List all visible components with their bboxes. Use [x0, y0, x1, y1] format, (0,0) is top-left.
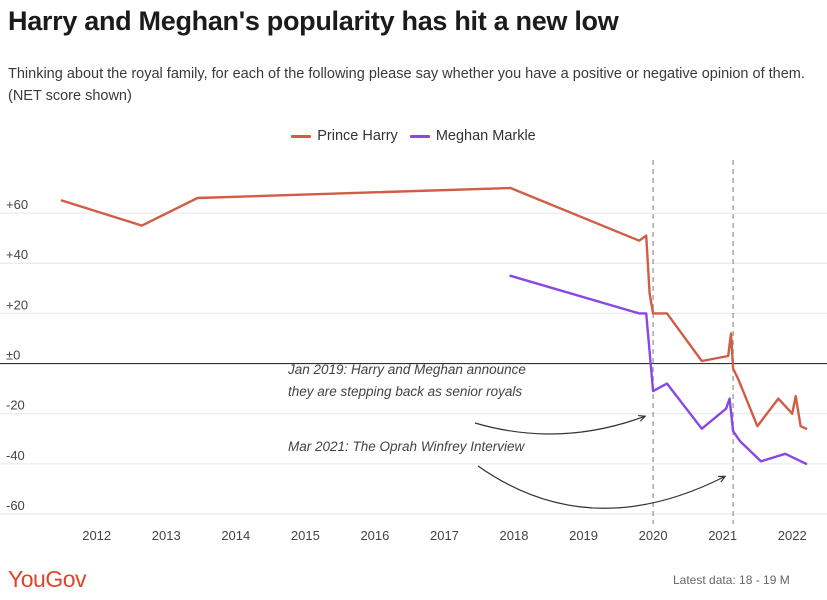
legend-swatch-harry: [291, 134, 312, 138]
legend-item-harry: Prince Harry: [291, 128, 398, 144]
annotation-arrow: [477, 465, 726, 509]
annotation-text: Jan 2019: Harry and Meghan announce: [287, 362, 526, 377]
legend-item-meghan: Meghan Markle: [409, 128, 536, 144]
x-tick-label: 2013: [152, 528, 181, 543]
y-tick-label: +60: [6, 197, 28, 212]
annotation-arrow: [474, 415, 646, 435]
annotation-arrowhead: [638, 414, 647, 422]
x-tick-label: 2019: [569, 528, 598, 543]
x-tick-label: 2021: [708, 528, 737, 543]
x-tick-label: 2022: [778, 528, 807, 543]
annotation-text: Mar 2021: The Oprah Winfrey Interview: [288, 439, 525, 454]
legend-swatch-meghan: [409, 134, 430, 138]
chart-subtitle: Thinking about the royal family, for eac…: [8, 66, 805, 104]
y-tick-label: +20: [6, 297, 28, 312]
series-line-prince-harry: [60, 186, 808, 430]
y-tick-label: -40: [6, 448, 25, 463]
y-tick-label: ±0: [6, 348, 20, 363]
annotation-text: they are stepping back as senior royals: [288, 384, 522, 399]
chart-title: Harry and Meghan's popularity has hit a …: [8, 6, 619, 36]
x-tick-label: 2020: [639, 528, 668, 543]
y-tick-label: -60: [6, 498, 25, 513]
legend-label-meghan: Meghan Markle: [435, 128, 536, 144]
yougov-logo: YouGov: [8, 566, 87, 592]
x-tick-label: 2015: [291, 528, 320, 543]
x-tick-label: 2014: [221, 528, 250, 543]
y-tick-label: -20: [6, 398, 25, 413]
legend-label-harry: Prince Harry: [317, 128, 398, 144]
x-tick-label: 2018: [500, 528, 529, 543]
annotation-arrowhead: [718, 475, 727, 483]
x-tick-label: 2017: [430, 528, 459, 543]
series-line-meghan-markle: [509, 274, 808, 465]
x-tick-label: 2016: [360, 528, 389, 543]
latest-data-note: Latest data: 18 - 19 M: [673, 573, 790, 587]
x-tick-label: 2012: [82, 528, 111, 543]
y-tick-label: +40: [6, 247, 28, 262]
legend: Prince Harry Meghan Markle: [0, 128, 827, 144]
